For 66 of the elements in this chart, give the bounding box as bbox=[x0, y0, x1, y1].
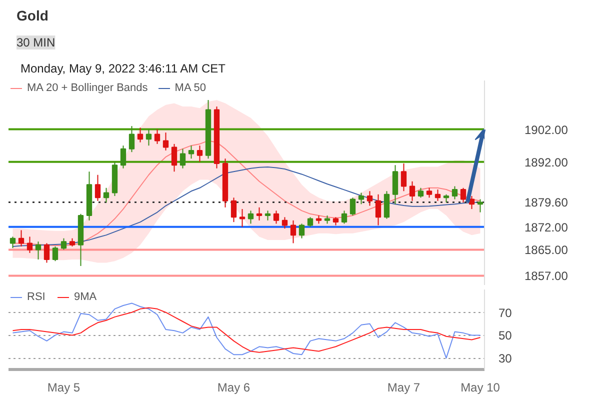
candlestick bbox=[18, 230, 24, 247]
candlestick bbox=[392, 164, 398, 205]
candlestick bbox=[341, 210, 348, 224]
candlestick bbox=[10, 236, 16, 249]
line-series bbox=[12, 307, 481, 353]
candlestick bbox=[298, 223, 305, 239]
candlestick bbox=[400, 162, 407, 192]
candlestick bbox=[248, 210, 254, 224]
candlestick bbox=[154, 128, 160, 144]
candlestick bbox=[264, 210, 271, 221]
candlestick bbox=[418, 187, 424, 198]
candlestick bbox=[460, 187, 466, 204]
legend-label: RSI bbox=[27, 291, 46, 303]
candlestick bbox=[426, 187, 432, 198]
candlestick bbox=[35, 241, 42, 260]
candlestick bbox=[196, 145, 203, 162]
x-tick-label: May 10 bbox=[460, 380, 500, 394]
candlestick bbox=[162, 132, 169, 151]
candlestick bbox=[103, 187, 110, 204]
candlestick bbox=[94, 174, 101, 202]
candlestick bbox=[452, 186, 458, 200]
candlestick bbox=[52, 246, 58, 262]
candlestick bbox=[171, 143, 178, 172]
x-tick-label: May 5 bbox=[47, 380, 80, 394]
candlestick bbox=[128, 126, 135, 153]
candlestick bbox=[239, 208, 246, 228]
candlestick bbox=[307, 216, 314, 228]
legend-label: MA 50 bbox=[174, 82, 206, 94]
line-series bbox=[12, 302, 481, 359]
candlestick bbox=[26, 236, 33, 254]
candlestick bbox=[434, 189, 441, 202]
y-tick-label: 1865.00 bbox=[524, 243, 568, 258]
candlestick bbox=[273, 210, 280, 224]
candlestick bbox=[477, 198, 484, 213]
candlestick bbox=[290, 220, 296, 244]
y-tick-label: 1902.00 bbox=[524, 122, 568, 137]
y-tick-label: 30 bbox=[498, 352, 512, 366]
candlestick bbox=[409, 180, 416, 202]
x-tick-label: May 7 bbox=[387, 380, 420, 394]
candlestick bbox=[256, 206, 262, 221]
candlestick bbox=[137, 127, 144, 143]
candlestick bbox=[146, 128, 152, 146]
x-tick-label: May 6 bbox=[217, 380, 250, 394]
y-tick-label: 50 bbox=[498, 328, 512, 343]
candlestick bbox=[358, 192, 364, 205]
y-tick-label: 1872.00 bbox=[524, 220, 568, 234]
candlestick bbox=[384, 190, 390, 220]
candlestick bbox=[230, 197, 237, 223]
legend-label: 9MA bbox=[74, 291, 97, 303]
y-tick-label: 1857.00 bbox=[524, 269, 568, 284]
candlestick bbox=[282, 216, 288, 230]
y-tick-label: 1892.00 bbox=[524, 155, 568, 170]
y-tick-label: 1879.60 bbox=[524, 196, 568, 210]
candlestick bbox=[366, 190, 373, 206]
chart-title: Gold bbox=[16, 8, 48, 24]
candlestick bbox=[350, 197, 356, 216]
chart-subtitle: 30 MIN bbox=[16, 36, 56, 50]
candlestick bbox=[44, 242, 50, 264]
text: Monday, May 9, 2022 3:46:11 AM CET bbox=[20, 62, 226, 76]
y-tick-label: 70 bbox=[498, 306, 512, 320]
candlestick bbox=[180, 148, 186, 169]
candlestick bbox=[375, 194, 382, 226]
candlestick bbox=[120, 145, 126, 169]
candlestick bbox=[60, 238, 67, 250]
legend-label: MA 20 + Bollinger Bands bbox=[27, 82, 148, 94]
candlestick bbox=[188, 145, 194, 160]
